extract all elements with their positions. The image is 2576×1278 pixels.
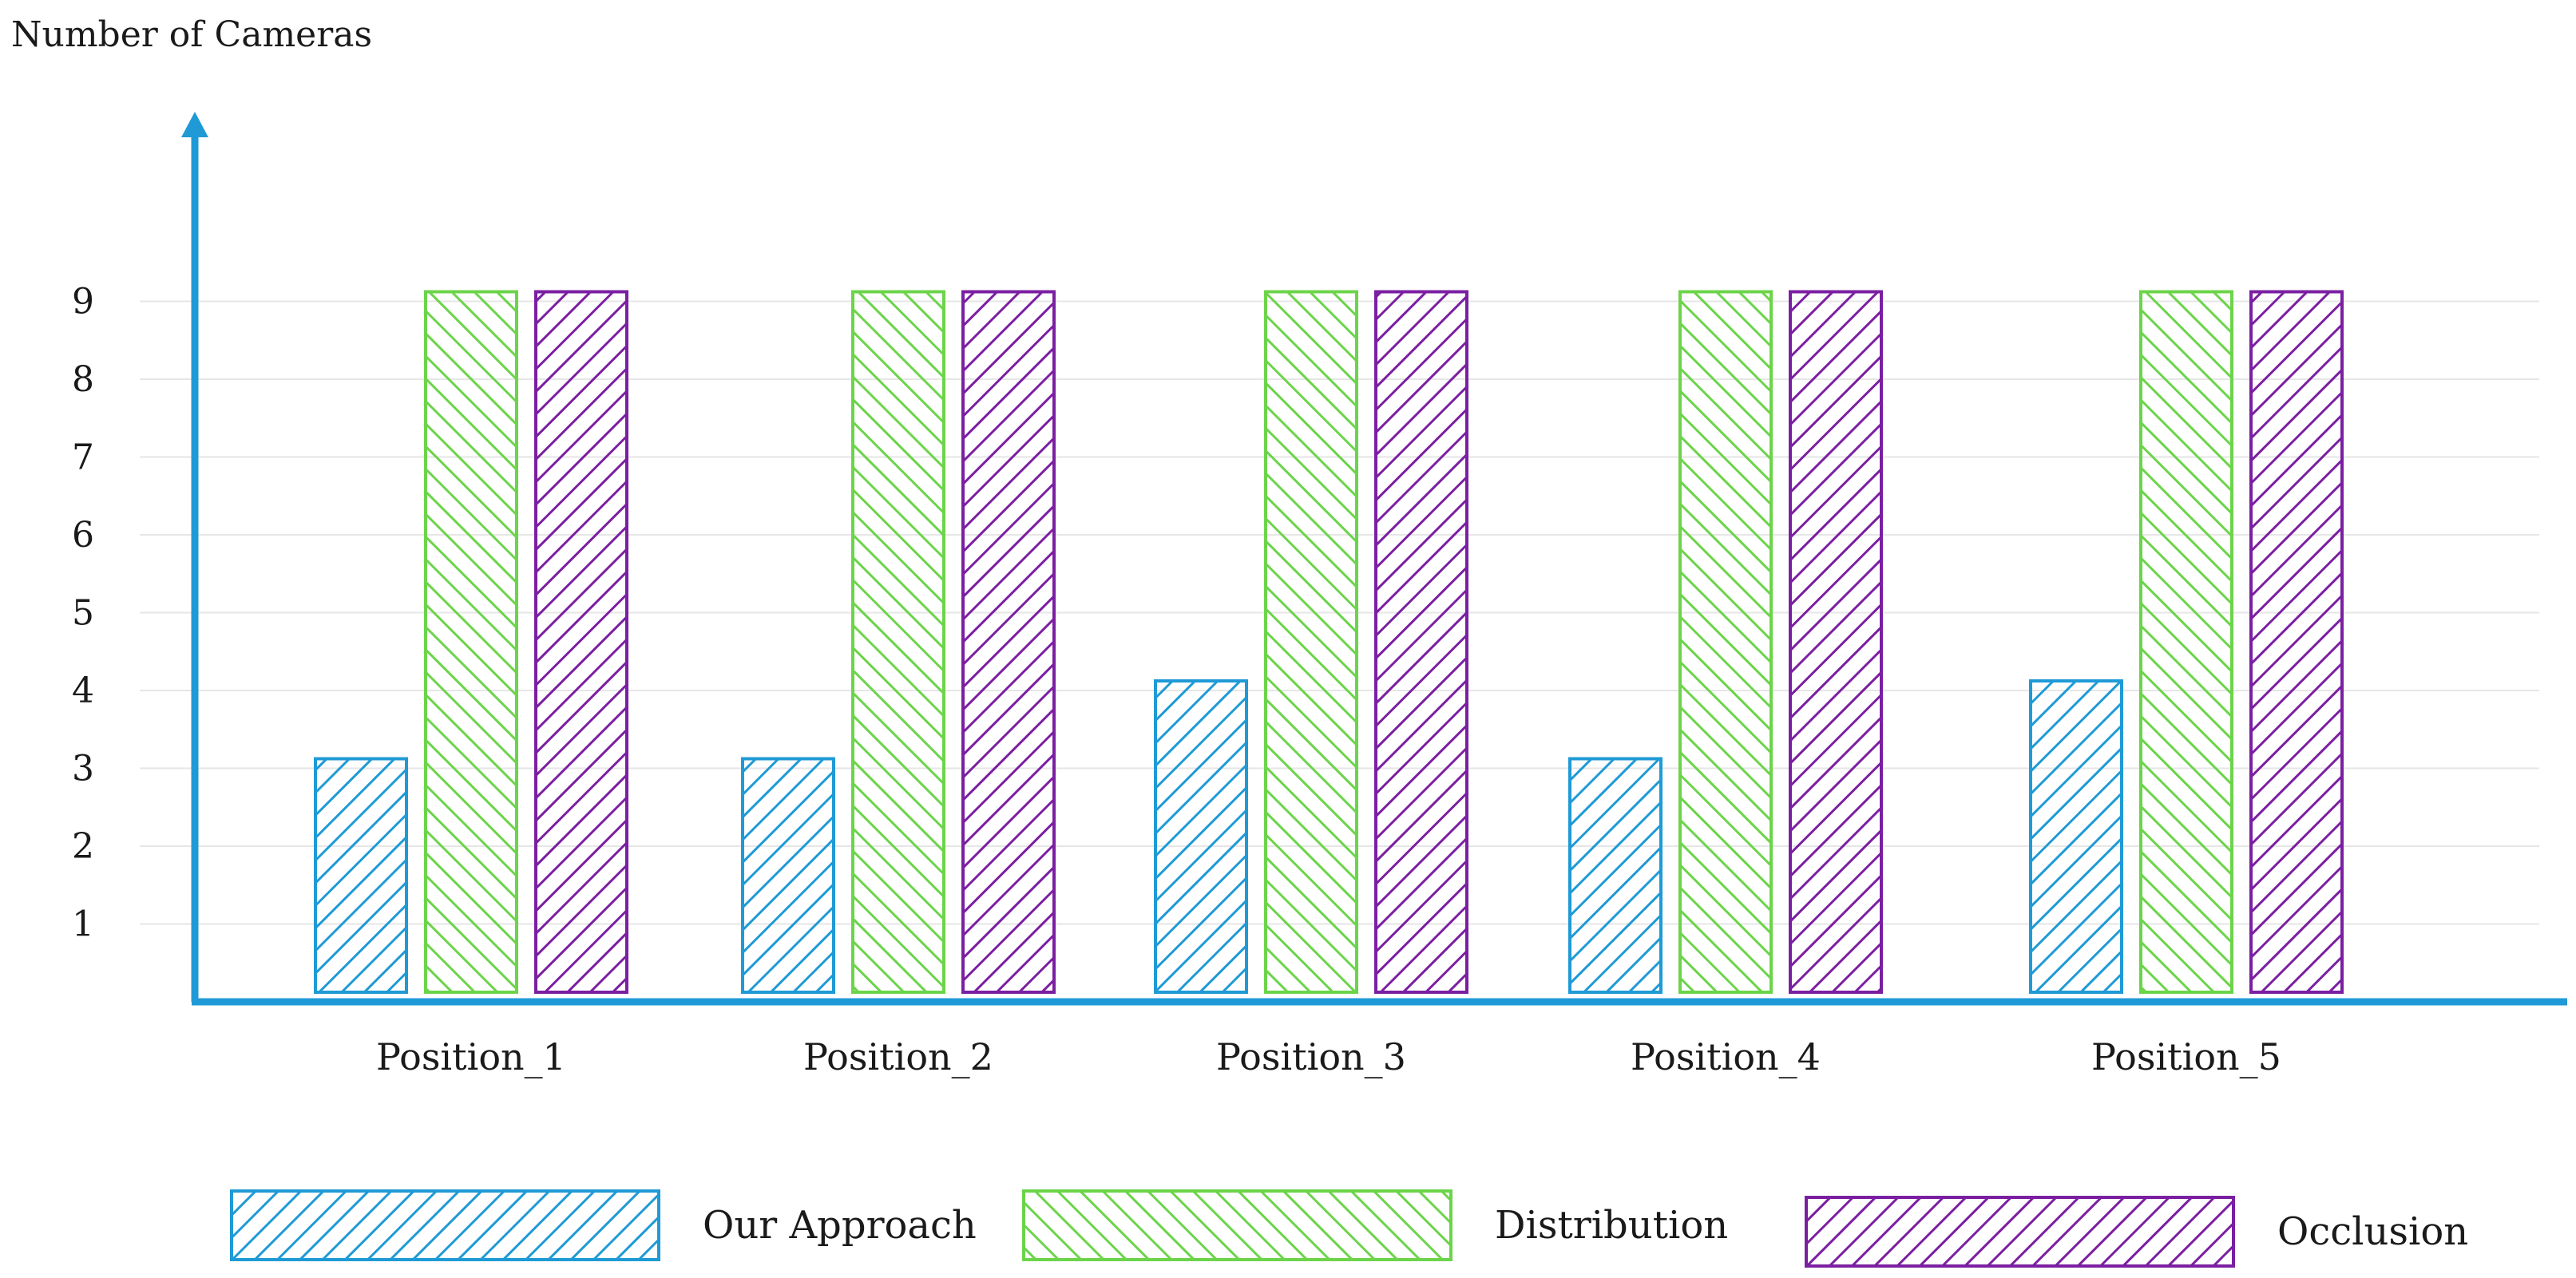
y-tick-label: 7 [72,437,94,478]
legend-swatch-distribution [1022,1189,1452,1261]
bar-our-approach-position_3 [1154,679,1248,994]
bar-occlusion-position_4 [1789,290,1883,994]
bar-distribution-position_5 [2139,290,2233,994]
y-tick-label: 8 [72,359,94,400]
x-tick-label: Position_4 [1631,1035,1821,1078]
bar-distribution-position_4 [1678,290,1773,994]
bars [314,290,2344,994]
x-tick-label: Position_3 [1216,1035,1406,1078]
x-tick-label: Position_2 [803,1035,993,1078]
bar-our-approach-position_2 [741,757,835,994]
bar-our-approach-position_1 [314,757,408,994]
legend-label: Our Approach [703,1203,977,1248]
y-axis-title: Number of Cameras [11,14,372,55]
legend: Our Approach Distribution Occlusion [230,1189,2468,1268]
y-tick-label: 9 [72,282,94,322]
legend-label: Distribution [1495,1203,1728,1248]
bar-occlusion-position_3 [1374,290,1468,994]
bar-distribution-position_3 [1264,290,1358,994]
legend-label: Occlusion [2277,1209,2468,1254]
x-tick-label: Position_5 [2091,1035,2281,1078]
y-axis-arrow [181,112,208,137]
y-tick-label: 4 [72,671,94,711]
y-tick-label: 3 [72,749,94,789]
bar-distribution-position_2 [851,290,945,994]
bar-distribution-position_1 [424,290,518,994]
y-tick-label: 6 [72,515,94,556]
y-tick-label: 5 [72,593,94,634]
bar-occlusion-position_1 [534,290,628,994]
axes [181,112,2567,1006]
legend-swatch-our-approach [230,1189,660,1261]
bar-our-approach-position_5 [2029,679,2123,994]
bar-occlusion-position_5 [2249,290,2344,994]
bar-occlusion-position_2 [961,290,1056,994]
bar-our-approach-position_4 [1568,757,1663,994]
y-tick-label: 2 [72,826,94,867]
y-tick-label: 1 [72,904,94,945]
y-tick-labels: 1 2 3 4 5 6 7 8 9 [72,282,94,945]
legend-swatch-occlusion [1805,1196,2235,1268]
x-tick-label: Position_1 [376,1035,566,1078]
x-tick-labels: Position_1 Position_2 Position_3 Position_4… [376,1035,2281,1078]
